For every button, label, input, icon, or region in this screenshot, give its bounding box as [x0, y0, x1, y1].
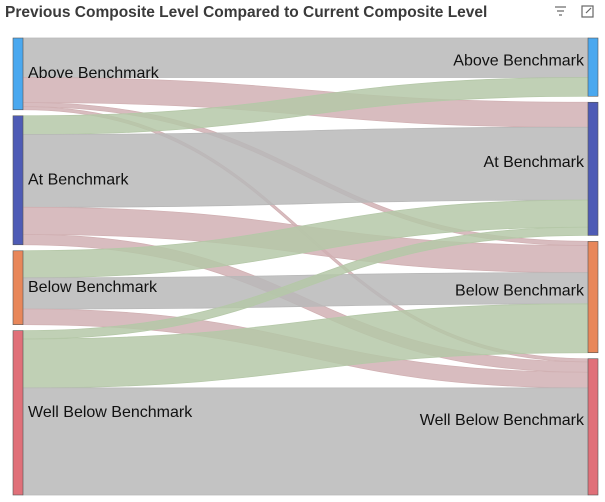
node	[587, 101, 599, 236]
node-label: At Benchmark	[484, 154, 585, 171]
node-label: At Benchmark	[28, 171, 129, 188]
node-label: Well Below Benchmark	[420, 412, 585, 429]
filter-icon[interactable]	[555, 6, 566, 16]
nodes: Above Benchmark At Benchmark Below Benchma…	[12, 37, 599, 496]
node	[12, 115, 24, 246]
node	[12, 37, 24, 111]
node	[12, 330, 24, 496]
node-label: Below Benchmark	[455, 282, 585, 299]
node	[587, 358, 599, 496]
focus-mode-icon[interactable]	[581, 5, 594, 18]
links	[22, 37, 589, 496]
node	[587, 37, 599, 97]
chart-title: Previous Composite Level Compared to Cur…	[5, 4, 487, 21]
node-label: Above Benchmark	[453, 52, 585, 69]
node-label: Above Benchmark	[28, 65, 160, 82]
node-label: Below Benchmark	[28, 279, 158, 296]
node	[12, 250, 24, 325]
node	[587, 241, 599, 354]
node-label: Well Below Benchmark	[28, 404, 193, 421]
